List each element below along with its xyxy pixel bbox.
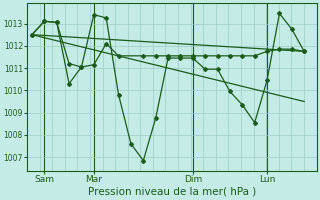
X-axis label: Pression niveau de la mer( hPa ): Pression niveau de la mer( hPa ) [88, 187, 256, 197]
